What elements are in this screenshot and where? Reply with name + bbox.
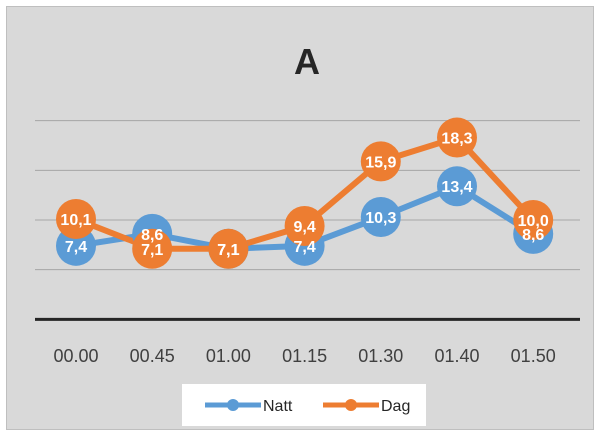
- data-point-dag: [437, 117, 477, 158]
- data-label-natt: 8,6: [141, 227, 163, 244]
- legend-label-natt: Natt: [263, 398, 293, 415]
- legend-label-dag: Dag: [381, 398, 410, 415]
- x-tick-label: 01.50: [511, 346, 556, 366]
- data-label-natt: 7,4: [65, 239, 87, 256]
- data-label-dag: 10,0: [518, 213, 549, 230]
- data-label-dag: 7,1: [141, 242, 163, 259]
- data-label-natt: 7,4: [293, 239, 315, 256]
- legend-marker-dag: [345, 399, 357, 411]
- data-label-natt: 10,3: [365, 210, 396, 227]
- data-point-natt: [437, 166, 477, 207]
- data-label-natt: 7,1: [217, 242, 239, 259]
- x-tick-label: 01.00: [206, 346, 251, 366]
- data-point-dag: [284, 205, 325, 246]
- data-point-dag: [208, 228, 249, 269]
- data-label-natt: 8,6: [522, 227, 544, 244]
- data-label-natt: 13,4: [441, 179, 472, 196]
- legend-marker-natt: [227, 399, 239, 411]
- x-tick-label: 01.40: [434, 346, 479, 366]
- data-label-dag: 7,1: [217, 242, 239, 259]
- data-labels: 7,48,67,1 7,410,313,48,610,17,1 7,19,415,9…: [60, 131, 548, 259]
- data-label-dag: 10,1: [60, 212, 91, 229]
- data-label-dag: 18,3: [441, 131, 472, 148]
- x-tick-label: 00.45: [130, 346, 175, 366]
- data-point-natt: [360, 197, 401, 238]
- legend: Natt Dag: [182, 384, 426, 426]
- data-point-dag: [513, 200, 554, 240]
- x-tick-label: 01.30: [358, 346, 403, 366]
- x-tick-label: 00.00: [53, 346, 98, 366]
- chart-title: A: [294, 41, 320, 82]
- data-point-dag: [56, 199, 96, 240]
- x-tick-label: 01.15: [282, 346, 327, 366]
- data-label-dag: 9,4: [293, 219, 315, 236]
- data-label-dag: 15,9: [365, 154, 396, 171]
- data-point-dag: [360, 141, 401, 182]
- x-axis: 00.00 00.45 01.00 01.15 01.30 01.40 01.50: [35, 317, 580, 366]
- series-layer: [56, 117, 554, 269]
- data-point-dag: [132, 228, 173, 269]
